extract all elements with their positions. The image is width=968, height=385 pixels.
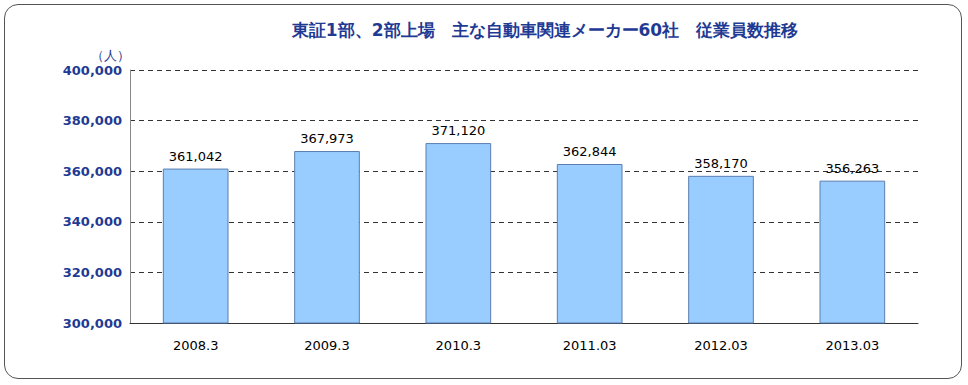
svg-text:356,263: 356,263 xyxy=(825,161,879,176)
svg-text:340,000: 340,000 xyxy=(63,214,122,229)
svg-text:2010.3: 2010.3 xyxy=(436,338,482,353)
svg-text:360,000: 360,000 xyxy=(63,164,122,179)
svg-text:2009.3: 2009.3 xyxy=(304,338,350,353)
svg-text:東証1部、2部上場 主な自動車関連メーカー60社 従業員数推: 東証1部、2部上場 主な自動車関連メーカー60社 従業員数推移 xyxy=(291,20,798,40)
svg-text:361,042: 361,042 xyxy=(169,149,223,164)
svg-text:2008.3: 2008.3 xyxy=(173,338,219,353)
svg-text:400,000: 400,000 xyxy=(63,63,122,78)
svg-text:320,000: 320,000 xyxy=(63,265,122,280)
svg-text:2012.03: 2012.03 xyxy=(694,338,748,353)
svg-text:367,973: 367,973 xyxy=(300,131,354,146)
svg-text:358,170: 358,170 xyxy=(694,156,748,171)
svg-text:2011.03: 2011.03 xyxy=(563,338,617,353)
svg-text:362,844: 362,844 xyxy=(563,144,617,159)
svg-text:380,000: 380,000 xyxy=(63,113,122,128)
svg-text:2013.03: 2013.03 xyxy=(825,338,879,353)
svg-text:371,120: 371,120 xyxy=(431,123,485,138)
svg-text:（人）: （人） xyxy=(91,48,130,63)
svg-text:300,000: 300,000 xyxy=(63,316,122,331)
